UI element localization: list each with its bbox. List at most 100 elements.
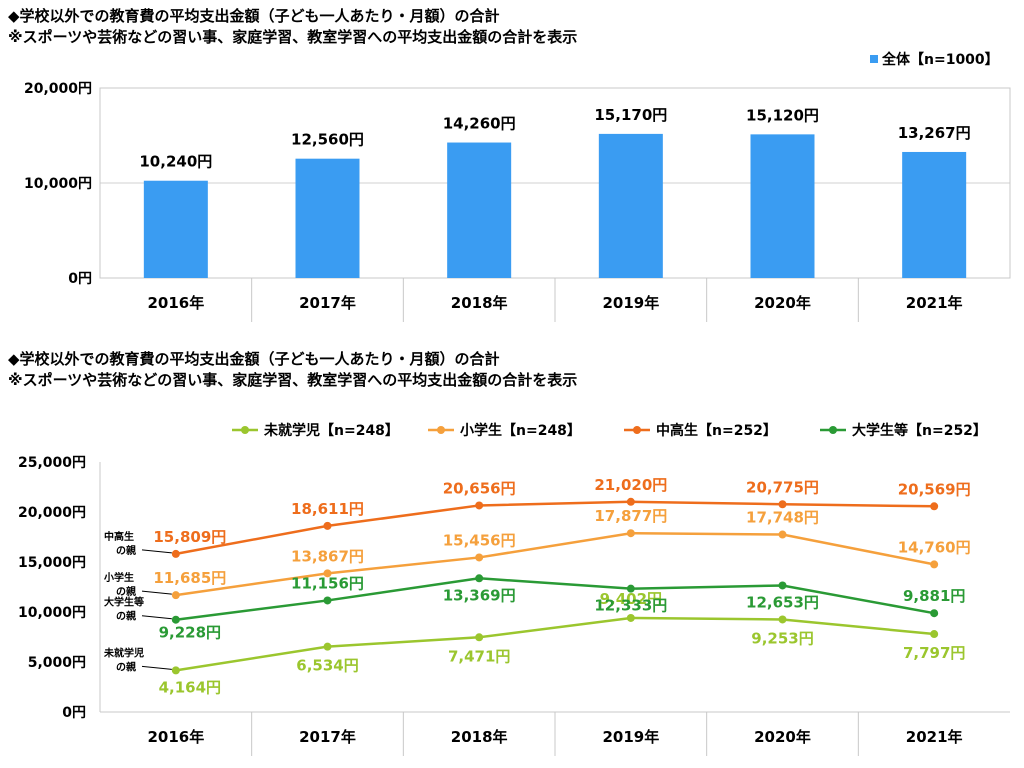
- y-tick-label: 5,000円: [28, 655, 86, 671]
- point-value-label: 14,760円: [898, 538, 971, 556]
- data-point: [323, 642, 332, 651]
- bar-chart: 0円 10,000円 20,000円 10,240円 2016年 12,560円 2017年…: [24, 51, 1011, 322]
- bar-value-label: 15,120円: [746, 106, 819, 124]
- side-label-connector: [141, 590, 172, 595]
- series-line: [175, 577, 935, 621]
- bar: [143, 180, 208, 278]
- data-point: [171, 591, 180, 600]
- point-value-label: 9,402円: [600, 590, 662, 608]
- series-side-label: 大学生等: [104, 596, 144, 609]
- legend-label: 小学生【n=248】: [460, 422, 581, 439]
- chart-2-title: ◆学校以外での教育費の平均支出金額（子ども一人あたり・月額）の合計: [8, 350, 500, 368]
- data-point: [323, 569, 332, 578]
- data-point: [323, 596, 332, 605]
- line-chart: 0円 5,000円 10,000円 15,000円 20,000円 25,000円 2016…: [18, 422, 1010, 756]
- series-side-label: の親: [116, 585, 136, 598]
- data-point: [171, 549, 180, 558]
- point-value-label: 17,877円: [594, 507, 667, 525]
- point-value-label: 6,534円: [296, 657, 358, 675]
- data-point: [475, 574, 484, 583]
- series-side-label: 未就学児: [103, 646, 144, 659]
- legend-marker: [829, 426, 837, 434]
- data-point: [930, 560, 939, 569]
- x-tick-label: 2020年: [754, 728, 811, 746]
- x-tick-label: 2019年: [602, 294, 659, 312]
- bar: [902, 151, 967, 278]
- data-point: [930, 502, 939, 511]
- side-label-connector: [141, 665, 172, 670]
- point-value-label: 11,156円: [291, 574, 364, 592]
- x-tick-label: 2018年: [451, 294, 508, 312]
- y-tick-label: 20,000円: [24, 81, 92, 97]
- data-point: [626, 613, 635, 622]
- x-tick-label: 2017年: [299, 728, 356, 746]
- series-side-label: の親: [116, 544, 136, 557]
- side-label-connector: [141, 615, 172, 620]
- point-value-label: 12,653円: [746, 593, 819, 611]
- legend-marker: [437, 426, 445, 434]
- chart-2-subtitle: ※スポーツや芸術などの習い事、家庭学習、教室学習への平均支出金額の合計を表示: [8, 371, 578, 389]
- data-point: [626, 529, 635, 538]
- point-value-label: 17,748円: [746, 509, 819, 527]
- data-point: [778, 530, 787, 539]
- legend-swatch: [870, 55, 878, 63]
- data-point: [475, 633, 484, 642]
- bar-value-label: 14,260円: [443, 115, 516, 133]
- bar: [598, 133, 663, 278]
- x-tick-label: 2021年: [906, 294, 963, 312]
- legend-label: 中高生【n=252】: [656, 422, 777, 439]
- data-point: [171, 615, 180, 624]
- bar-value-label: 13,267円: [898, 124, 971, 142]
- x-tick-label: 2018年: [451, 728, 508, 746]
- point-value-label: 20,569円: [898, 480, 971, 498]
- legend-label: 全体【n=1000】: [881, 51, 999, 68]
- point-value-label: 21,020円: [594, 476, 667, 494]
- data-point: [626, 584, 635, 593]
- data-point: [171, 666, 180, 675]
- series-line: [175, 616, 935, 672]
- y-tick-label: 20,000円: [18, 505, 86, 521]
- data-point: [778, 615, 787, 624]
- legend-label: 大学生等【n=252】: [852, 422, 987, 439]
- point-value-label: 9,881円: [903, 587, 965, 605]
- series-side-label: 中高生: [104, 530, 134, 543]
- chart-1-subtitle: ※スポーツや芸術などの習い事、家庭学習、教室学習への平均支出金額の合計を表示: [8, 28, 578, 46]
- series-line: [175, 531, 935, 597]
- point-value-label: 20,775円: [746, 478, 819, 496]
- point-value-label: 4,164円: [159, 678, 221, 696]
- data-point: [626, 497, 635, 506]
- point-value-label: 18,611円: [291, 500, 364, 518]
- y-tick-label: 15,000円: [18, 555, 86, 571]
- point-value-label: 15,809円: [153, 528, 226, 546]
- data-point: [930, 630, 939, 639]
- data-point: [323, 521, 332, 530]
- x-tick-label: 2020年: [754, 294, 811, 312]
- point-value-label: 15,456円: [443, 531, 516, 549]
- chart-1-title: ◆学校以外での教育費の平均支出金額（子ども一人あたり・月額）の合計: [8, 7, 500, 25]
- bar-value-label: 12,560円: [291, 131, 364, 149]
- x-tick-label: 2016年: [147, 294, 204, 312]
- series-side-label: の親: [116, 610, 136, 623]
- x-tick-label: 2021年: [906, 728, 963, 746]
- point-value-label: 9,253円: [751, 629, 813, 647]
- bar: [447, 142, 512, 278]
- y-tick-label: 0円: [68, 271, 92, 287]
- x-tick-label: 2019年: [602, 728, 659, 746]
- point-value-label: 11,685円: [153, 569, 226, 587]
- legend-label: 未就学児【n=248】: [264, 422, 399, 439]
- point-value-label: 13,369円: [443, 586, 516, 604]
- series-line: [175, 500, 935, 556]
- series-side-label: の親: [116, 660, 136, 673]
- bar: [750, 134, 815, 278]
- y-tick-label: 10,000円: [18, 605, 86, 621]
- data-point: [778, 500, 787, 509]
- point-value-label: 13,867円: [291, 547, 364, 565]
- bar: [295, 158, 360, 278]
- point-value-label: 7,471円: [448, 647, 510, 665]
- point-value-label: 12,333円: [594, 597, 667, 615]
- bar-value-label: 10,240円: [139, 153, 212, 171]
- point-value-label: 9,228円: [159, 624, 221, 642]
- legend-marker: [633, 426, 641, 434]
- x-tick-label: 2016年: [147, 728, 204, 746]
- data-point: [475, 501, 484, 510]
